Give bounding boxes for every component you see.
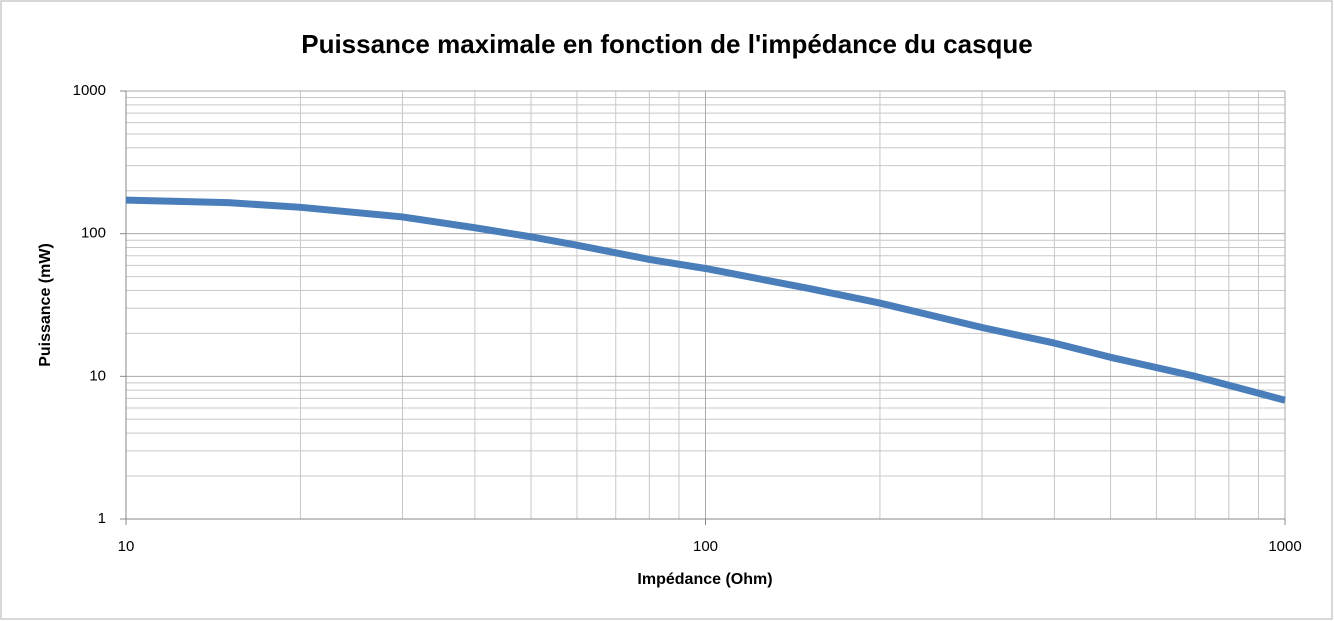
x-tick-label: 10 [118, 538, 135, 555]
x-axis-label: Impédance (Ohm) [637, 571, 772, 588]
x-tick-label: 1000 [1268, 538, 1301, 555]
y-axis-label: Puissance (mW) [37, 243, 54, 367]
x-tick-label: 100 [693, 538, 718, 555]
y-tick-label: 10 [89, 367, 106, 384]
chart-title: Puissance maximale en fonction de l'impé… [301, 29, 1033, 59]
y-tick-label: 1000 [73, 82, 106, 99]
series-line [125, 196, 1286, 404]
y-tick-label: 1 [98, 510, 106, 527]
y-tick-label: 100 [81, 225, 106, 242]
